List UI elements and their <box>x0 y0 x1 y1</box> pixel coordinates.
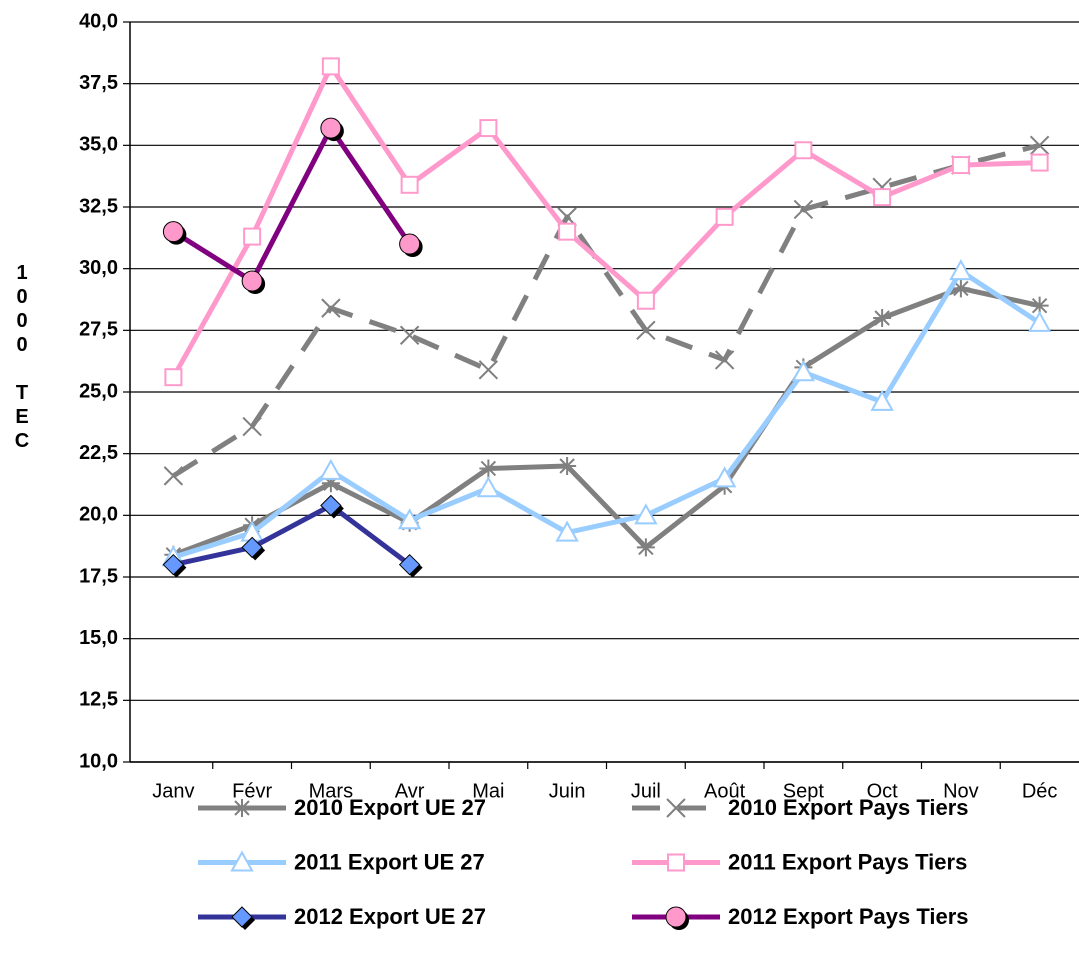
marker <box>162 221 184 243</box>
marker <box>162 553 185 576</box>
marker <box>951 279 970 298</box>
y-tick-label: 25,0 <box>79 380 118 402</box>
y-axis-label: 1000 TEC <box>11 262 33 454</box>
marker <box>636 320 656 341</box>
marker <box>949 259 973 281</box>
marker <box>715 207 734 226</box>
y-tick-label: 12,5 <box>79 689 118 711</box>
legend-entry: 2012 Export UE 27 <box>198 904 486 930</box>
marker <box>398 553 421 576</box>
marker <box>1030 296 1049 315</box>
y-tick-label: 32,5 <box>79 195 118 217</box>
marker <box>479 459 498 478</box>
x-tick-label: Avr <box>395 780 425 802</box>
marker <box>555 520 579 542</box>
series-line <box>172 502 412 568</box>
legend-label: 2011 Export UE 27 <box>294 849 485 874</box>
marker <box>1030 153 1049 172</box>
legend-entry: 2010 Export UE 27 <box>198 795 486 820</box>
marker <box>321 298 341 318</box>
marker <box>397 508 422 530</box>
marker <box>321 474 340 493</box>
legend-entry: 2011 Export Pays Tiers <box>632 849 967 874</box>
x-tick-label: Mai <box>472 780 504 802</box>
series-line <box>172 125 412 284</box>
y-tick-label: 30,0 <box>79 257 118 279</box>
marker <box>667 853 685 872</box>
marker <box>231 906 253 928</box>
x-tick-label: Mars <box>309 780 353 802</box>
marker <box>320 494 342 517</box>
marker <box>712 466 737 488</box>
x-tick-label: Déc <box>1022 780 1058 802</box>
series-line <box>171 63 1040 379</box>
y-tick-label: 17,5 <box>79 565 118 587</box>
marker <box>478 360 499 380</box>
legend-label: 2011 Export Pays Tiers <box>728 849 967 874</box>
x-tick-label: Août <box>704 780 746 802</box>
y-tick-label: 10,0 <box>79 750 118 772</box>
legend-label: 2010 Export UE 27 <box>294 795 486 820</box>
marker <box>242 416 262 437</box>
y-tick-label: 20,0 <box>79 504 118 526</box>
marker <box>321 57 340 76</box>
marker <box>164 368 183 387</box>
marker <box>794 141 813 160</box>
legend-label: 2012 Export UE 27 <box>294 904 486 929</box>
marker <box>793 199 814 220</box>
legend-label: 2010 Export Pays Tiers <box>728 795 969 820</box>
marker <box>319 458 343 480</box>
x-tick-label: Févr <box>232 780 272 802</box>
y-tick-label: 37,5 <box>79 72 118 94</box>
marker <box>399 325 420 345</box>
marker <box>476 476 501 498</box>
x-tick-label: Juil <box>631 780 661 802</box>
marker <box>666 798 686 818</box>
series-line <box>172 268 1042 560</box>
marker <box>634 503 658 525</box>
marker <box>665 906 687 928</box>
marker <box>233 799 251 817</box>
marker <box>479 119 498 138</box>
legend-label: 2012 Export Pays Tiers <box>728 904 969 929</box>
marker <box>873 309 892 327</box>
marker <box>241 536 263 559</box>
marker <box>870 389 894 411</box>
marker <box>558 222 577 241</box>
marker <box>1029 135 1050 156</box>
y-tick-label: 27,5 <box>79 319 118 341</box>
series-line <box>172 285 1041 558</box>
x-tick-label: Janv <box>152 780 194 802</box>
marker <box>714 350 735 370</box>
marker <box>400 175 419 194</box>
x-tick-label: Nov <box>943 780 979 802</box>
marker <box>636 538 655 557</box>
marker <box>636 291 655 310</box>
legend-entry: 2010 Export Pays Tiers <box>632 795 969 820</box>
marker <box>320 117 342 139</box>
legend-entry: 2011 Export UE 27 <box>198 849 485 874</box>
x-tick-label: Juin <box>549 780 586 802</box>
marker <box>873 188 892 207</box>
x-tick-label: Oct <box>867 780 899 802</box>
marker <box>163 466 184 486</box>
y-tick-label: 35,0 <box>79 134 118 156</box>
legend-entry: 2012 Export Pays Tiers <box>632 904 969 930</box>
marker <box>951 156 970 175</box>
marker <box>399 233 421 255</box>
marker <box>241 270 263 292</box>
marker <box>791 360 816 382</box>
marker <box>243 227 262 246</box>
series-line <box>172 142 1041 478</box>
marker <box>1027 310 1052 332</box>
y-tick-label: 40,0 <box>79 10 118 32</box>
marker <box>230 850 254 872</box>
marker <box>558 457 577 475</box>
y-tick-label: 15,0 <box>79 627 118 649</box>
x-tick-label: Sept <box>783 780 825 802</box>
y-tick-label: 22,5 <box>79 442 118 464</box>
